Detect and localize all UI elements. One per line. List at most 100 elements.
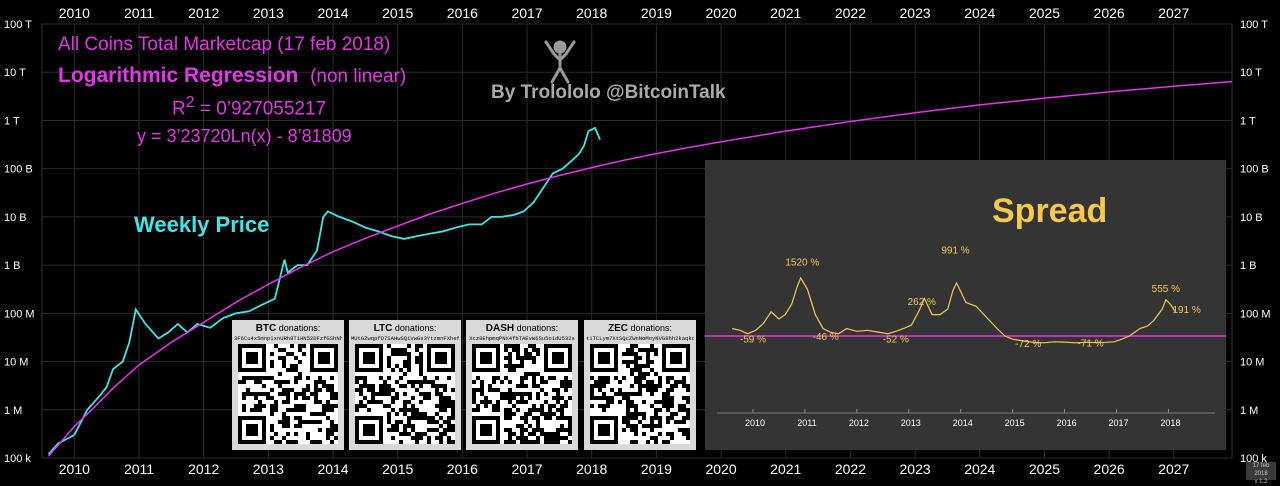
weekly-price-line xyxy=(47,126,601,455)
y-tick-left: 10 B xyxy=(4,212,27,224)
x-tick-bottom: 2019 xyxy=(641,461,672,477)
regression-equation: y = 3’23720Ln(x) - 8’81809 xyxy=(137,126,352,146)
y-tick-left: 1 T xyxy=(4,115,20,127)
x-tick-top: 2014 xyxy=(317,5,348,21)
x-tick-top: 2015 xyxy=(382,5,413,21)
spread-annotation: -72 % xyxy=(1015,339,1041,350)
donation-label: donations: xyxy=(392,323,437,333)
x-tick-bottom: 2010 xyxy=(59,461,90,477)
qr-code-icon xyxy=(472,344,572,444)
y-tick-right: 10 B xyxy=(1240,212,1263,224)
y-tick-right: 1 B xyxy=(1240,260,1257,272)
donation-card-ltc: LTC donations: MUtGZwqpfD7SAHwSQiVwGs3Ytz… xyxy=(349,320,461,450)
x-tick-top: 2017 xyxy=(511,5,542,21)
x-tick-bottom: 2017 xyxy=(511,461,542,477)
r-squared: R2 = 0’927055217 xyxy=(172,94,326,120)
x-tick-bottom: 2021 xyxy=(770,461,801,477)
x-tick-top: 2022 xyxy=(835,5,866,21)
coin-name: ZEC xyxy=(607,323,628,334)
x-tick-top: 2023 xyxy=(900,5,931,21)
spread-annotation: -52 % xyxy=(883,334,909,345)
y-tick-right: 10 M xyxy=(1240,357,1264,369)
r-squared-exponent: 2 xyxy=(185,94,195,111)
regression-subtitle: (non linear) xyxy=(310,66,407,87)
r-squared-value: = 0’927055217 xyxy=(194,98,327,120)
spread-series-layer: 2010 2011 2012 2013 2014 2015 2016 2017 2018 1520… xyxy=(705,245,1226,428)
x-axis-top: 2010 2011 2012 2013 2014 2015 2016 2017 2018 2019… xyxy=(59,5,1190,21)
spread-annotation: -59 % xyxy=(740,334,766,345)
spread-x-tick: 2014 xyxy=(953,418,973,428)
coin-name: LTC xyxy=(373,323,393,334)
y-tick-right: 1 M xyxy=(1240,405,1258,417)
y-tick-left: 100 k xyxy=(4,453,31,465)
y-tick-left: 100 M xyxy=(4,308,35,320)
spread-annotation: -46 % xyxy=(813,332,839,343)
version-number: v 1.2 xyxy=(1254,479,1268,485)
donation-coin-label: ZEC donations: xyxy=(584,323,696,334)
spread-annotation: 555 % xyxy=(1152,284,1180,295)
x-tick-top: 2019 xyxy=(641,5,672,21)
spread-annotation: 991 % xyxy=(941,245,969,256)
x-tick-bottom: 2015 xyxy=(382,461,413,477)
spread-inset-panel: 2010 2011 2012 2013 2014 2015 2016 2017 2018 1520… xyxy=(705,160,1226,450)
x-tick-bottom: 2020 xyxy=(705,461,736,477)
y-tick-left: 10 M xyxy=(4,357,28,369)
x-tick-bottom: 2014 xyxy=(317,461,348,477)
version-date: 17 feb 2018 xyxy=(1252,463,1270,477)
spread-x-tick: 2016 xyxy=(1057,418,1077,428)
x-tick-top: 2012 xyxy=(188,5,219,21)
x-tick-top: 2027 xyxy=(1158,5,1189,21)
spread-x-tick: 2013 xyxy=(901,418,921,428)
x-tick-top: 2013 xyxy=(253,5,284,21)
qr-code-icon xyxy=(590,344,690,444)
donation-address: t1TCLym7XtSQcZWnNoMoyNVG8hh2kaqkcv xyxy=(586,335,694,342)
y-tick-right: 100 M xyxy=(1240,308,1271,320)
coin-name: BTC xyxy=(255,323,277,334)
x-tick-bottom: 2023 xyxy=(900,461,931,477)
x-tick-bottom: 2011 xyxy=(124,461,154,477)
spread-x-tick: 2011 xyxy=(797,418,816,428)
spread-title: Spread xyxy=(992,192,1108,230)
y-axis-left: 100 k 1 M 10 M 100 M 1 B 10 B 100 B 1 T 10 T 100 … xyxy=(4,19,35,465)
donation-label: donations: xyxy=(627,323,673,333)
spread-x-tick: 2010 xyxy=(745,418,765,428)
donation-address: 3F6Cu4x5mnp1xnURh8TiHN52DFzfGShNh xyxy=(234,335,342,342)
regression-title: Logarithmic Regression xyxy=(58,64,299,87)
donation-coin-label: DASH donations: xyxy=(466,323,578,334)
spread-annotation: 191 % xyxy=(1172,305,1200,316)
donation-coin-label: BTC donations: xyxy=(232,323,344,334)
x-tick-top: 2026 xyxy=(1094,5,1125,21)
version-badge: 17 feb 2018 v 1.2 xyxy=(1246,462,1276,485)
coin-name: DASH xyxy=(485,323,515,334)
qr-code-icon xyxy=(355,344,455,444)
donation-label: donations: xyxy=(276,323,321,333)
spread-annotation: 262 % xyxy=(908,297,936,308)
donation-label: donations: xyxy=(514,323,559,333)
x-tick-bottom: 2016 xyxy=(447,461,478,477)
donation-coin-label: LTC donations: xyxy=(349,323,461,334)
regression-line xyxy=(47,80,1233,457)
spread-annotation: 1520 % xyxy=(785,258,819,269)
y-tick-left: 10 T xyxy=(4,67,26,79)
y-tick-left: 100 B xyxy=(4,164,33,176)
spread-line xyxy=(732,276,1176,344)
x-axis-bottom: 2010 2011 2012 2013 2014 2015 2016 2017 2018 2019… xyxy=(59,461,1190,477)
x-tick-bottom: 2025 xyxy=(1029,461,1060,477)
y-tick-left: 1 M xyxy=(4,405,22,417)
spread-chart: 2010 2011 2012 2013 2014 2015 2016 2017 2018 1520… xyxy=(705,245,1226,428)
spread-annotation: -71 % xyxy=(1077,339,1103,350)
x-tick-top: 2011 xyxy=(124,5,154,21)
x-tick-top: 2016 xyxy=(447,5,478,21)
x-tick-top: 2010 xyxy=(59,5,90,21)
y-tick-right: 1 T xyxy=(1240,115,1256,127)
donation-card-dash: DASH donations: Xcz8EhpmqPNX4fbTAEvW6Su5o… xyxy=(466,320,578,450)
chart-title: All Coins Total Marketcap (17 feb 2018) xyxy=(58,34,391,55)
spread-x-tick: 2018 xyxy=(1160,418,1180,428)
donation-address: MUtGZwqpfD7SAHwSQiVwGs3YtzmnFXhefTt xyxy=(351,335,459,342)
donation-address: Xcz8EhpmqPNX4fbTAEvW6Su5o1dU532s xyxy=(469,335,575,342)
weekly-price-label: Weekly Price xyxy=(134,212,270,237)
x-tick-bottom: 2027 xyxy=(1158,461,1189,477)
x-tick-top: 2020 xyxy=(705,5,736,21)
x-tick-bottom: 2022 xyxy=(835,461,866,477)
